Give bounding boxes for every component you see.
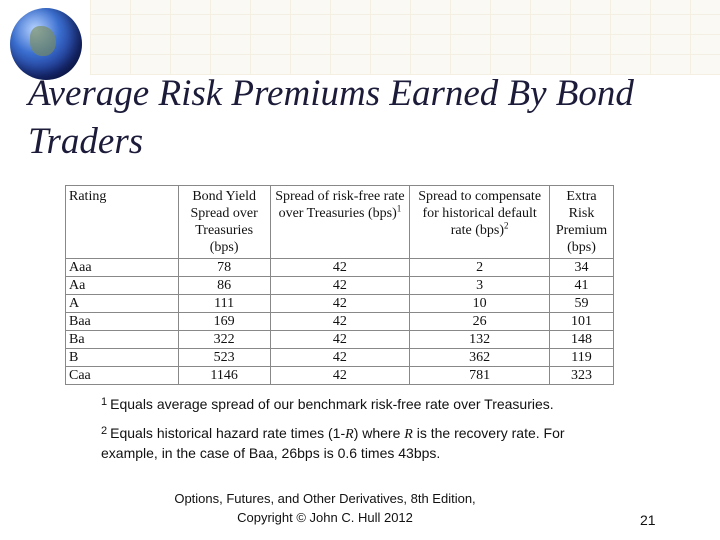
table-cell: 362 <box>409 348 550 367</box>
footnote-text: is the recovery rate. For example, in th… <box>101 425 565 461</box>
table-cell: 78 <box>177 258 271 277</box>
table-cell: 42 <box>269 258 411 277</box>
footnote: 1 Equals average spread of our benchmark … <box>101 393 621 414</box>
column-header: Bond Yield Spread over Treasuries (bps) <box>177 185 271 259</box>
table-cell: Ba <box>65 330 179 349</box>
footnote-text: Equals average spread of our benchmark r… <box>110 396 554 412</box>
footnote-marker: 2 <box>101 425 108 437</box>
footnote-ref: 1 <box>396 203 402 214</box>
table-row: Ba 322 42 132 148 <box>65 330 615 349</box>
table-row: Aaa 78 42 2 34 <box>65 258 615 277</box>
table-cell: 148 <box>548 330 615 349</box>
table-cell: 781 <box>409 366 550 385</box>
table-row: Caa 1146 42 781 323 <box>65 366 615 385</box>
table-cell: 26 <box>409 312 550 331</box>
column-header: Spread of risk-free rate over Treasuries… <box>269 185 411 259</box>
column-header-text: Bond Yield Spread over Treasuries (bps) <box>190 189 258 255</box>
globe-icon <box>10 8 82 80</box>
table-cell: 111 <box>177 294 271 313</box>
table-cell: 2 <box>409 258 550 277</box>
table-row: B 523 42 362 119 <box>65 348 615 367</box>
table-cell: 86 <box>177 276 271 295</box>
column-header-text: Rating <box>69 189 107 204</box>
table-cell: 42 <box>269 330 411 349</box>
page-number: 21 <box>640 512 656 528</box>
header-row: Rating Bond Yield Spread over Treasuries … <box>65 185 615 259</box>
table-cell: Aa <box>65 276 179 295</box>
footer-line: Copyright © John C. Hull 2012 <box>237 510 413 525</box>
table-cell: Caa <box>65 366 179 385</box>
column-header: Rating <box>65 185 179 259</box>
table-cell: 34 <box>548 258 615 277</box>
table-cell: 132 <box>409 330 550 349</box>
table-cell: A <box>65 294 179 313</box>
footnotes: 1 Equals average spread of our benchmark … <box>101 393 621 471</box>
table-cell: 42 <box>269 312 411 331</box>
table-row: Aa 86 42 3 41 <box>65 276 615 295</box>
table-cell: 42 <box>269 366 411 385</box>
footnote-marker: 1 <box>101 396 108 408</box>
footnote-text: ) where <box>353 425 405 441</box>
footnote-text: Equals historical hazard rate times (1- <box>110 425 346 441</box>
data-table: Rating Bond Yield Spread over Treasuries … <box>65 185 615 385</box>
table-cell: Baa <box>65 312 179 331</box>
column-header-text: Spread of risk-free rate over Treasuries… <box>275 189 405 221</box>
column-header-text: Extra Risk Premium (bps) <box>555 189 608 255</box>
table-cell: 119 <box>548 348 615 367</box>
table-cell: 1146 <box>177 366 271 385</box>
table-cell: 42 <box>269 294 411 313</box>
footnote-ref: 2 <box>504 220 509 231</box>
slide-title: Average Risk Premiums Earned By Bond Tra… <box>28 73 634 162</box>
table-cell: 323 <box>548 366 615 385</box>
footer-line: Options, Futures, and Other Derivatives,… <box>174 491 476 506</box>
table-cell: Aaa <box>65 258 179 277</box>
background-map <box>90 0 720 75</box>
column-header-text: Spread to compensate for historical defa… <box>418 189 542 238</box>
table-cell: 101 <box>548 312 615 331</box>
table-row: Baa 169 42 26 101 <box>65 312 615 331</box>
table-body: Aaa 78 42 2 34 Aa 86 42 3 41 A 111 42 10 59 Baa 169 42 26 1… <box>65 258 615 385</box>
table-cell: 59 <box>548 294 615 313</box>
footnote-symbol: R <box>404 427 413 442</box>
table-cell: 322 <box>177 330 271 349</box>
table-cell: 3 <box>409 276 550 295</box>
table-cell: 42 <box>269 348 411 367</box>
table-cell: B <box>65 348 179 367</box>
footnote: 2 Equals historical hazard rate times (1-… <box>101 422 621 463</box>
table-cell: 523 <box>177 348 271 367</box>
column-header: Spread to compensate for historical defa… <box>409 185 550 259</box>
footnote-symbol: R <box>345 427 354 442</box>
footer: Options, Futures, and Other Derivatives,… <box>140 489 510 527</box>
table-cell: 41 <box>548 276 615 295</box>
table-row: A 111 42 10 59 <box>65 294 615 313</box>
table-cell: 169 <box>177 312 271 331</box>
table-cell: 42 <box>269 276 411 295</box>
table-cell: 10 <box>409 294 550 313</box>
column-header: Extra Risk Premium (bps) <box>548 185 615 259</box>
